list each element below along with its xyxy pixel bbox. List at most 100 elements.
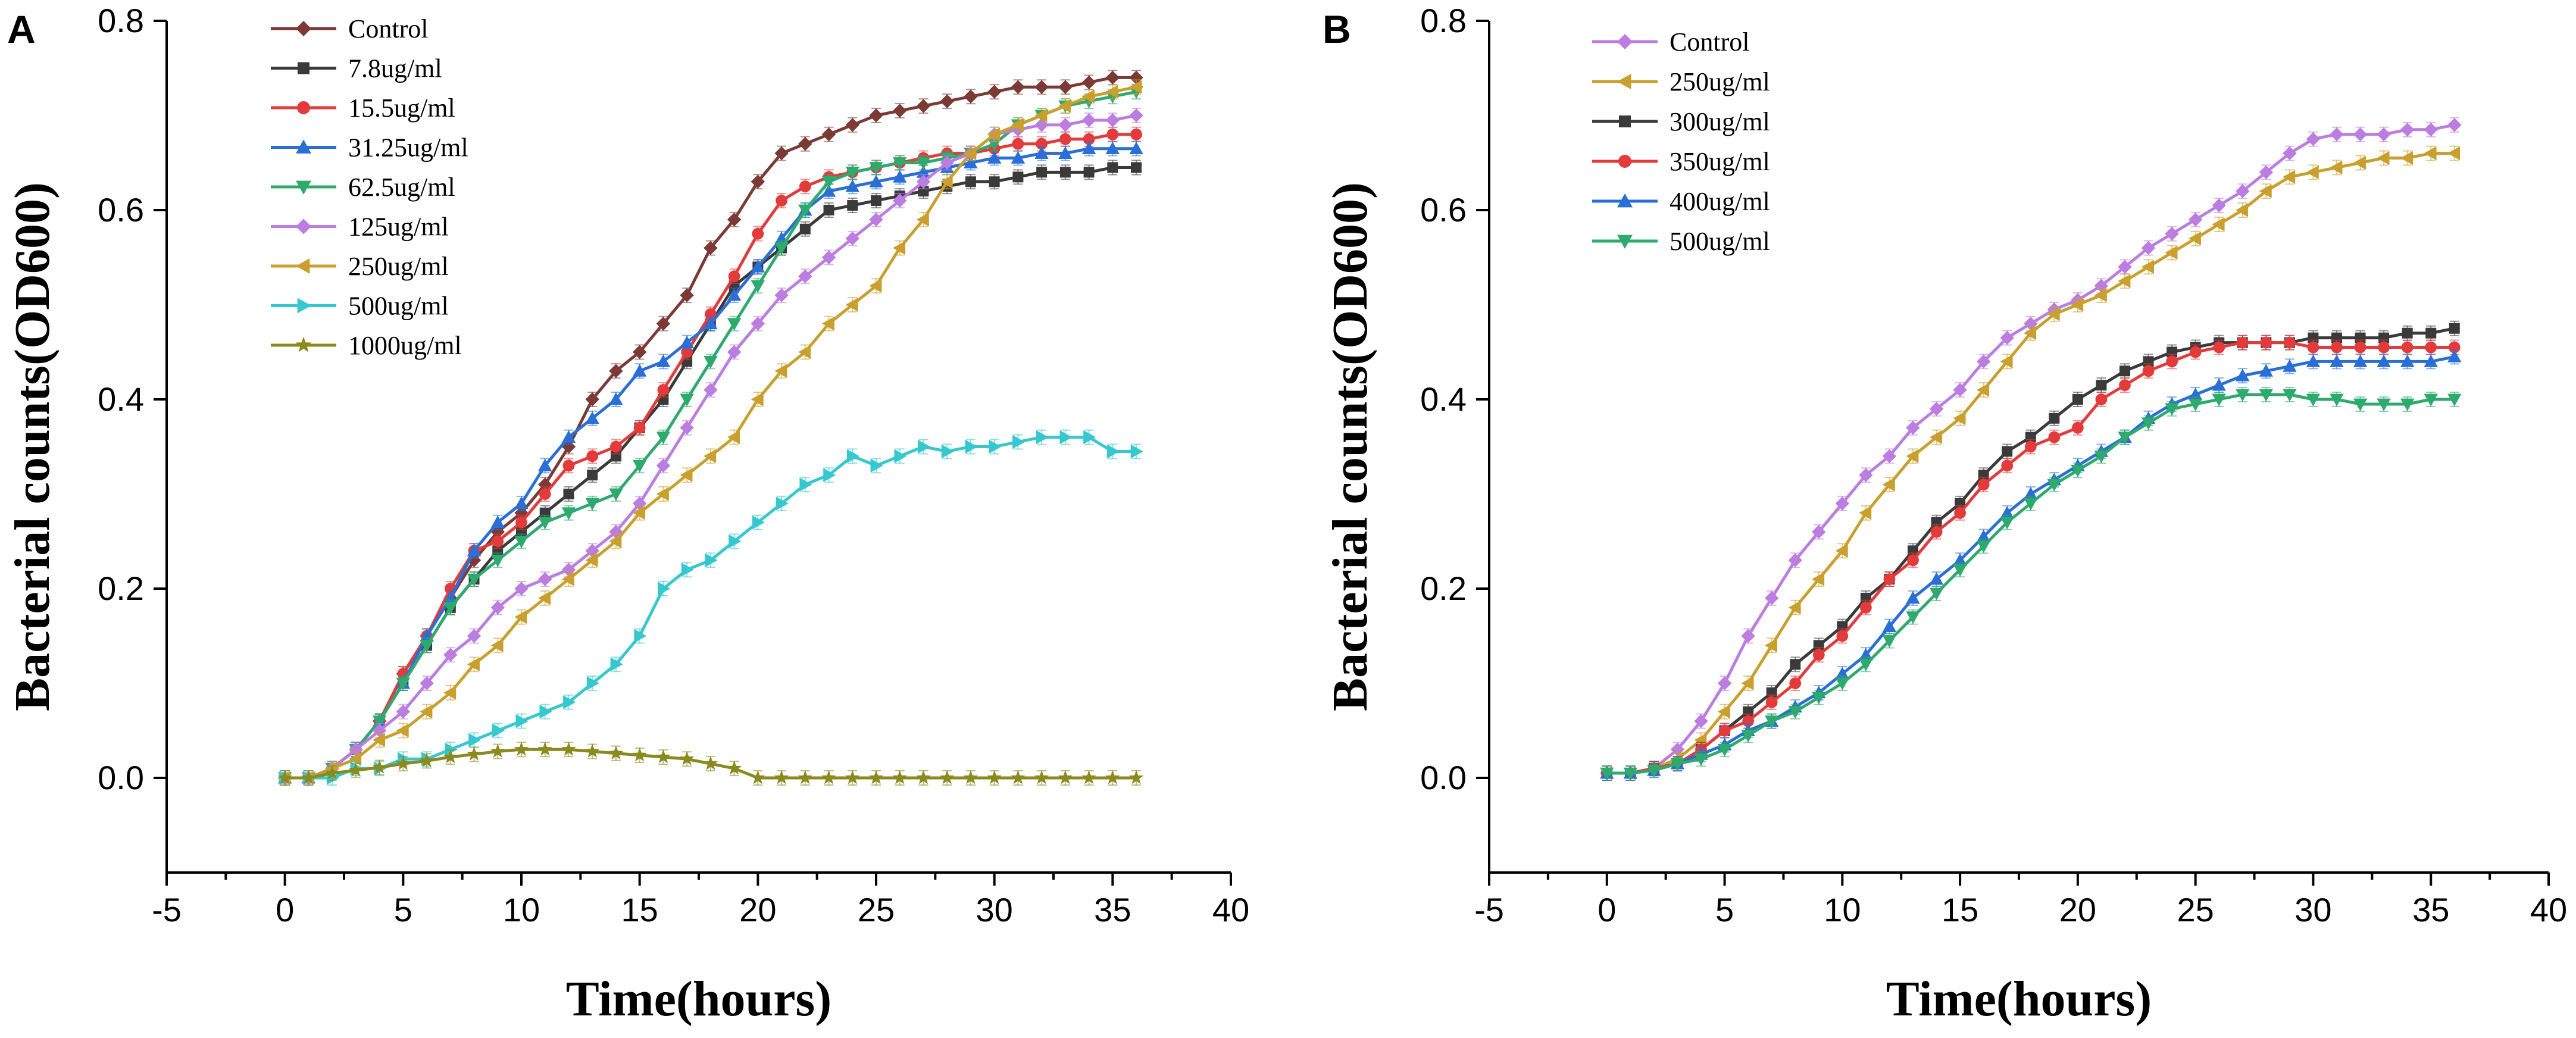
data-point — [703, 756, 718, 770]
data-point — [774, 364, 787, 378]
data-point — [2141, 240, 2156, 255]
data-point — [1081, 113, 1096, 127]
data-point — [561, 562, 576, 577]
legend-label: 500ug/ml — [348, 292, 449, 321]
data-point — [2447, 118, 2462, 132]
data-point — [823, 205, 834, 215]
x-tick-label: 20 — [2059, 891, 2096, 928]
data-point — [2189, 212, 2203, 227]
legend-item: Control — [271, 14, 428, 43]
data-point — [1670, 742, 1685, 756]
data-point — [2259, 364, 2273, 377]
data-point — [467, 629, 482, 643]
legend-label: 350ug/ml — [1670, 147, 1770, 176]
data-point — [798, 345, 811, 359]
x-tick-label: 10 — [1824, 891, 1861, 928]
x-tick-label: 30 — [2294, 891, 2331, 928]
data-point — [609, 392, 623, 405]
legend-label: 31.25ug/ml — [348, 133, 468, 162]
data-point — [348, 762, 364, 777]
data-point — [1765, 696, 1778, 708]
data-point — [893, 104, 907, 118]
data-point — [2213, 341, 2225, 354]
data-point — [2212, 217, 2225, 232]
data-point — [1694, 714, 1708, 729]
data-point — [1717, 676, 1732, 690]
data-point — [277, 770, 292, 784]
data-point — [1083, 167, 1095, 178]
series-500ug/ml — [1600, 387, 2462, 781]
x-tick-label: 25 — [2177, 891, 2214, 928]
data-point — [751, 392, 764, 407]
legend-marker — [298, 62, 310, 74]
data-point — [514, 610, 527, 624]
data-point — [2307, 341, 2319, 354]
data-point — [2400, 398, 2415, 411]
data-point — [2283, 359, 2297, 372]
data-point — [1083, 133, 1095, 145]
data-point — [2353, 354, 2368, 367]
data-point — [2424, 146, 2437, 161]
data-point — [1954, 507, 1967, 519]
data-point — [1131, 162, 1142, 173]
data-point — [1647, 764, 1661, 777]
data-point — [372, 715, 387, 729]
data-point — [1906, 591, 1920, 604]
data-point — [2259, 184, 2272, 198]
legend-label: 250ug/ml — [348, 252, 449, 281]
data-point — [727, 318, 742, 331]
x-tick-label: 30 — [976, 891, 1013, 928]
data-point — [1081, 142, 1096, 154]
data-point — [2377, 354, 2391, 367]
data-point — [987, 127, 1000, 142]
data-point — [2071, 421, 2084, 434]
legend-marker — [1617, 193, 1633, 208]
data-point — [1953, 383, 1967, 397]
data-point — [1835, 496, 1849, 511]
data-point — [893, 240, 906, 255]
data-point — [324, 765, 340, 780]
legend-item: 300ug/ml — [1592, 107, 1770, 136]
panel-b-y-axis-title: Bacterial counts(OD600) — [1323, 182, 1378, 711]
data-point — [727, 345, 742, 359]
data-point — [821, 184, 836, 197]
data-point — [1059, 133, 1071, 145]
data-point — [704, 383, 718, 397]
data-point — [2094, 279, 2109, 293]
data-point — [467, 543, 482, 556]
data-point — [2118, 432, 2132, 445]
series-350ug/ml — [1600, 334, 2461, 781]
panel-b-x-axis-title: Time(hours) — [1886, 971, 2152, 1027]
data-point — [2189, 398, 2203, 411]
data-point — [561, 507, 576, 520]
data-point — [821, 250, 836, 265]
data-point — [538, 517, 552, 530]
data-point — [704, 356, 718, 369]
legend-marker — [296, 218, 311, 235]
data-point — [1036, 167, 1048, 178]
data-point — [657, 384, 670, 396]
data-point — [2071, 298, 2084, 312]
data-point — [2000, 354, 2013, 369]
y-tick-label: 0.0 — [1420, 759, 1467, 796]
data-point — [916, 157, 931, 170]
data-point — [561, 742, 576, 756]
data-point — [916, 770, 931, 784]
series-line — [1606, 341, 2455, 775]
data-point — [609, 524, 623, 539]
data-point — [893, 170, 907, 183]
data-point — [561, 572, 574, 586]
data-point — [798, 204, 812, 217]
data-point — [989, 439, 1002, 454]
data-point — [940, 94, 954, 108]
data-point — [396, 756, 411, 770]
data-point — [1812, 572, 1825, 586]
panel-a-x-axis-title: Time(hours) — [566, 971, 831, 1027]
y-tick-label: 0.2 — [1420, 570, 1467, 607]
data-point — [870, 458, 883, 473]
data-point — [1107, 444, 1120, 459]
data-point — [1717, 743, 1732, 756]
data-point — [1977, 383, 1989, 397]
data-point — [608, 745, 624, 760]
legend-item: 250ug/ml — [1592, 67, 1770, 96]
